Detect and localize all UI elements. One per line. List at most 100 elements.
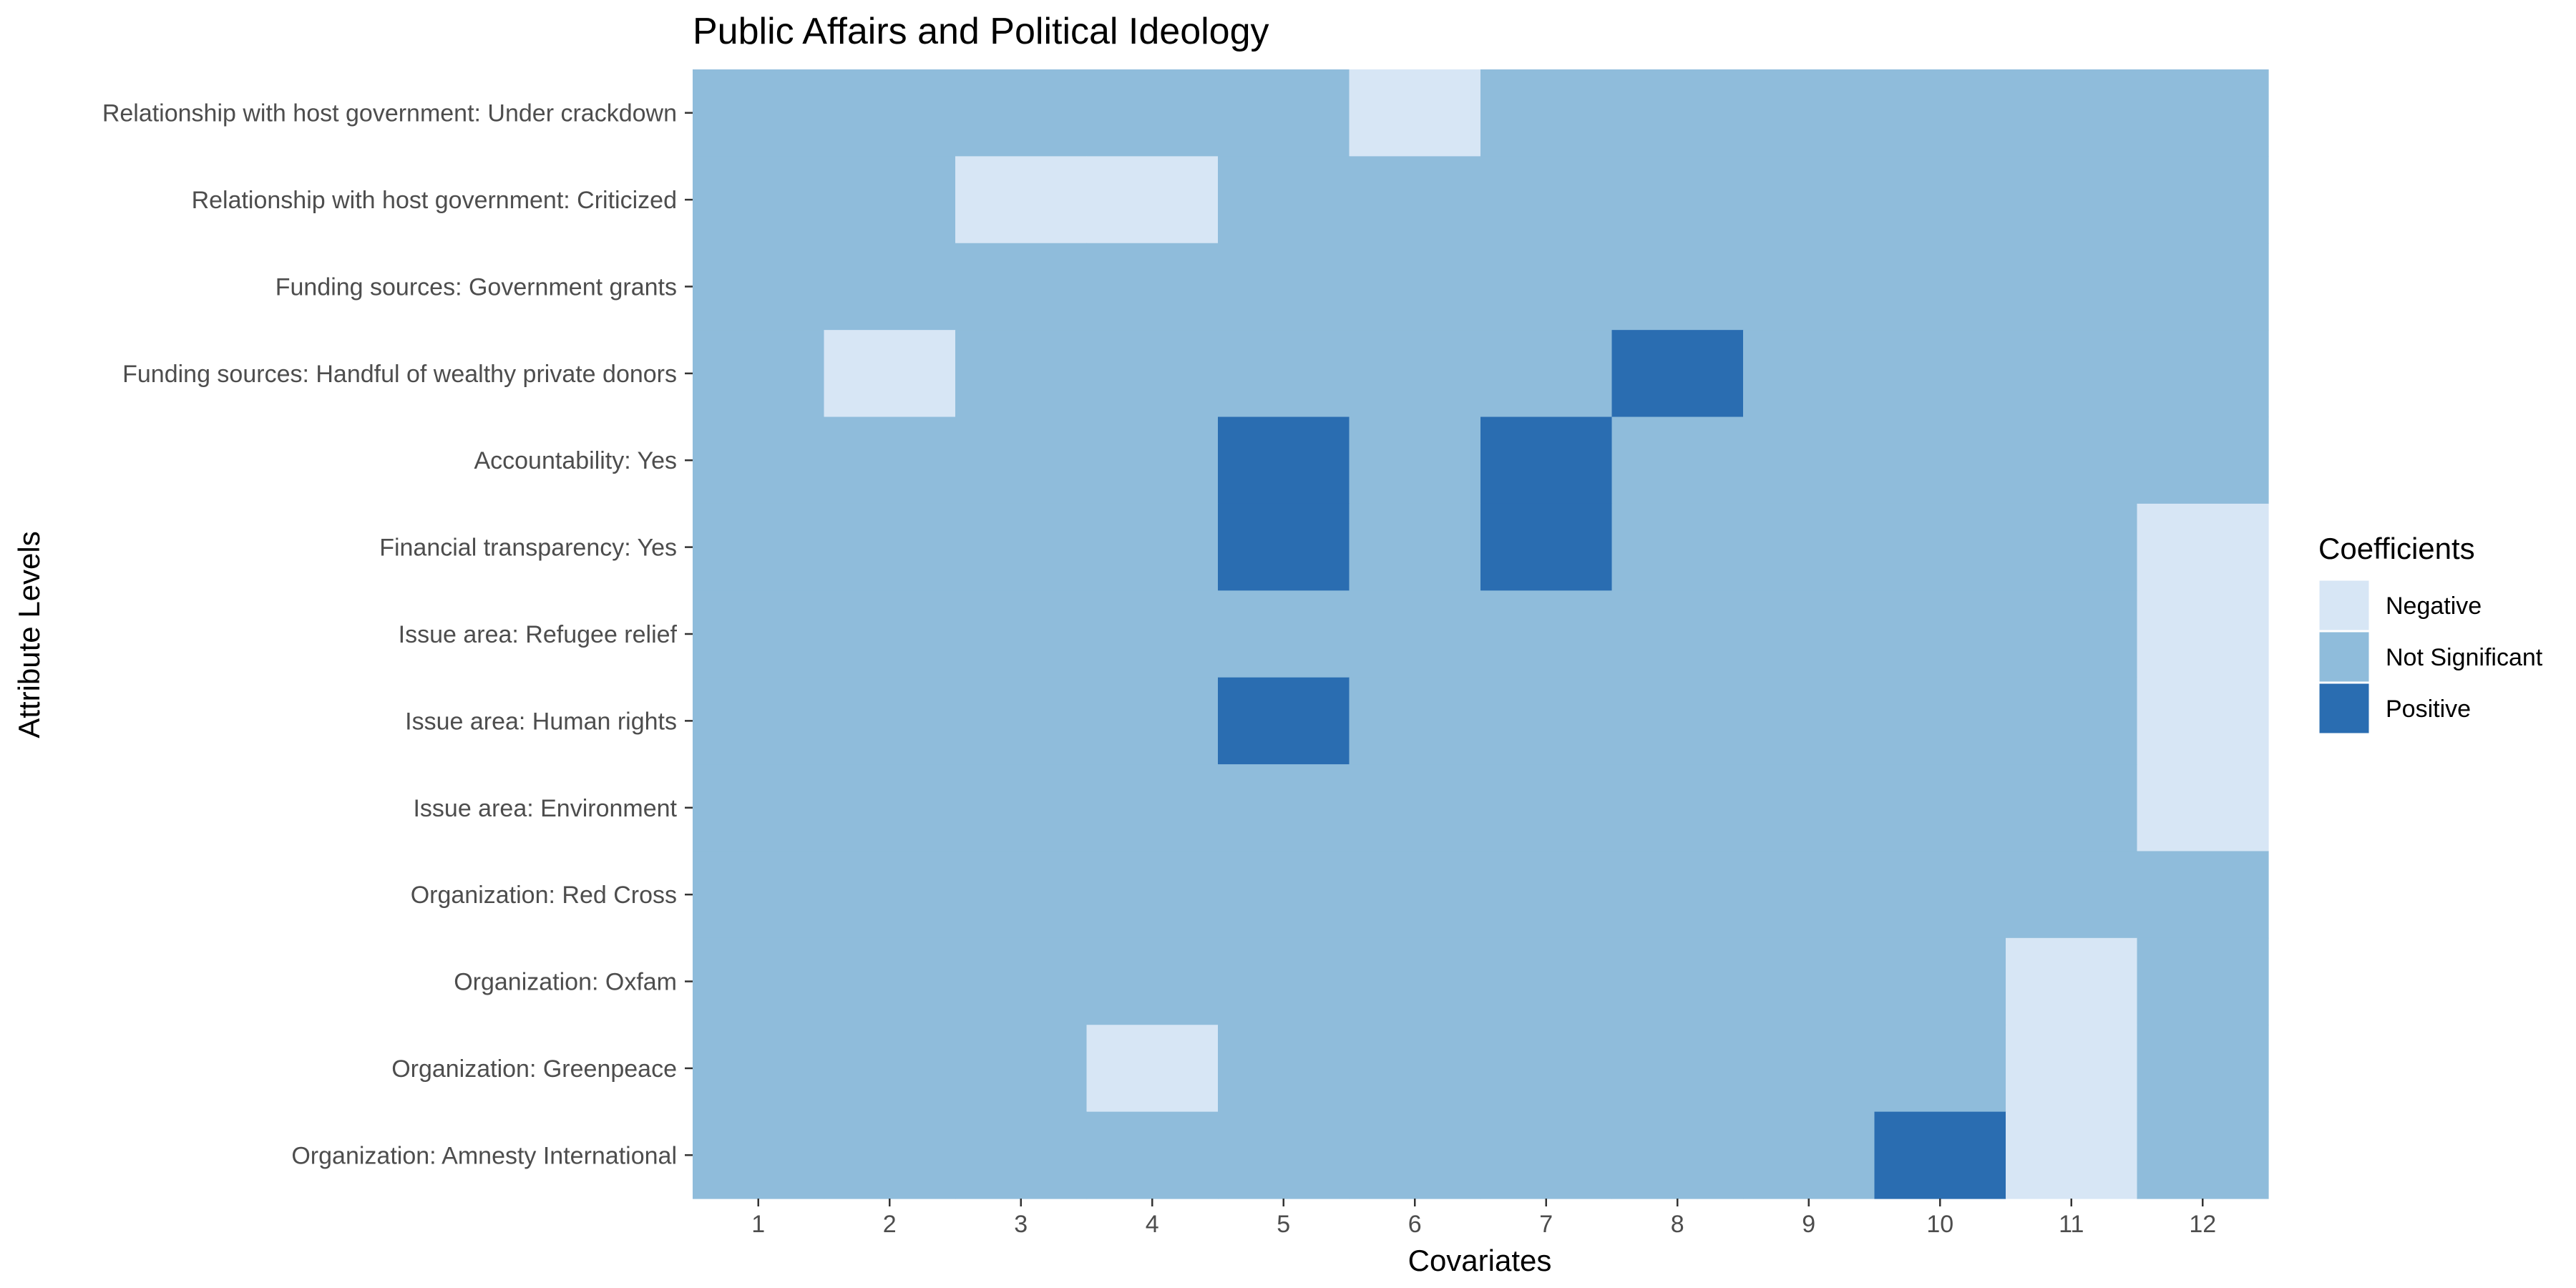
heatmap-cell: [1218, 937, 1350, 1025]
heatmap-cell: [1086, 677, 1219, 765]
heatmap-cell: [2137, 156, 2269, 244]
heatmap-cell: [2137, 1111, 2269, 1199]
heatmap-cell: [2006, 330, 2138, 418]
heatmap-cell: [2006, 69, 2138, 157]
heatmap-cell: [1611, 764, 1744, 852]
legend-label: Positive: [2386, 696, 2471, 723]
heatmap-cell: [1874, 851, 2006, 939]
heatmap-cell: [955, 243, 1088, 331]
heatmap-cell: [1218, 69, 1350, 157]
y-tick-label: Funding sources: Handful of wealthy priv…: [122, 361, 677, 388]
heatmap-cell: [1611, 156, 1744, 244]
heatmap-cell: [1349, 503, 1481, 591]
x-tick-label: 7: [1539, 1211, 1553, 1238]
heatmap-cell: [693, 243, 825, 331]
x-tick-label: 1: [751, 1211, 765, 1238]
x-tick-label: 11: [2059, 1211, 2084, 1238]
heatmap-cell: [1086, 243, 1219, 331]
heatmap-cell: [1086, 416, 1219, 504]
heatmap-cell: [1086, 503, 1219, 591]
heatmap-cell: [1349, 937, 1481, 1025]
heatmap-cell: [955, 937, 1088, 1025]
heatmap-cell: [2137, 851, 2269, 939]
heatmap-cell: [824, 416, 956, 504]
y-tick-label: Organization: Greenpeace: [391, 1055, 677, 1083]
heatmap-cell: [1874, 69, 2006, 157]
heatmap-cell: [2137, 69, 2269, 157]
heatmap-cell: [1611, 69, 1744, 157]
heatmap-cell: [693, 156, 825, 244]
heatmap-cell: [1874, 937, 2006, 1025]
heatmap-cell: [693, 937, 825, 1025]
y-tick-label: Issue area: Refugee relief: [399, 621, 678, 648]
heatmap-cell: [2137, 1025, 2269, 1113]
heatmap-cell: [955, 677, 1088, 765]
heatmap-cell: [1480, 243, 1613, 331]
heatmap-cell: [693, 851, 825, 939]
legend-key: [2317, 681, 2371, 736]
heatmap-cell: [955, 590, 1088, 678]
heatmap-cell: [1086, 851, 1219, 939]
heatmap-cell: [1349, 590, 1481, 678]
heatmap-cell: [1349, 677, 1481, 765]
heatmap-cell: [2137, 330, 2269, 418]
heatmap-cell: [1218, 416, 1350, 504]
heatmap-cell: [1611, 330, 1744, 418]
y-tick-label: Accountability: Yes: [474, 447, 677, 474]
x-tick-label: 5: [1277, 1211, 1290, 1238]
heatmap-cell: [824, 69, 956, 157]
heatmap-cell: [1480, 677, 1613, 765]
heatmap-cell: [1611, 1025, 1744, 1113]
heatmap-cell: [1743, 1111, 1875, 1199]
heatmap-cell: [1349, 330, 1481, 418]
heatmap-cell: [1218, 503, 1350, 591]
heatmap-cell: [1874, 1111, 2006, 1199]
y-tick-label: Funding sources: Government grants: [275, 273, 677, 301]
heatmap-cell: [1480, 156, 1613, 244]
heatmap-cell: [1874, 1025, 2006, 1113]
heatmap-cell: [2006, 416, 2138, 504]
heatmap-cell: [2137, 764, 2269, 852]
heatmap-cell: [2137, 243, 2269, 331]
heatmap-cell: [1611, 1111, 1744, 1199]
heatmap-cell: [1480, 1025, 1613, 1113]
heatmap-cell: [1874, 503, 2006, 591]
heatmap-cell: [2006, 590, 2138, 678]
heatmap-cell: [1218, 1025, 1350, 1113]
heatmap-cell: [1743, 851, 1875, 939]
legend-title: Coefficients: [2318, 532, 2475, 565]
heatmap-cell: [1086, 764, 1219, 852]
heatmap-cell: [1480, 937, 1613, 1025]
heatmap-cell: [693, 590, 825, 678]
heatmap-cell: [1743, 590, 1875, 678]
heatmap-cell: [1480, 416, 1613, 504]
heatmap-cell: [693, 677, 825, 765]
heatmap-cell: [1086, 330, 1219, 418]
heatmap-cell: [1086, 69, 1219, 157]
legend: Coefficients Negative Not Significant Posi…: [2317, 532, 2543, 736]
y-axis: Relationship with host government: Under…: [102, 100, 693, 1169]
chart-title: Public Affairs and Political Ideology: [693, 11, 1269, 52]
y-tick-label: Issue area: Environment: [413, 795, 677, 822]
heatmap-cell: [1349, 851, 1481, 939]
heatmap-cell: [693, 503, 825, 591]
heatmap-cell: [1611, 416, 1744, 504]
heatmap-cell: [824, 1111, 956, 1199]
heatmap-cell: [1743, 677, 1875, 765]
heatmap-cell: [2137, 937, 2269, 1025]
heatmap-cell: [1743, 1025, 1875, 1113]
x-tick-label: 10: [1926, 1211, 1953, 1238]
heatmap-cell: [2006, 1111, 2138, 1199]
heatmap-cell: [1480, 764, 1613, 852]
y-tick-label: Relationship with host government: Criti…: [192, 187, 677, 214]
heatmap-cell: [1218, 764, 1350, 852]
heatmap-cell: [1611, 937, 1744, 1025]
y-tick-label: Organization: Amnesty International: [291, 1142, 677, 1169]
heatmap-cell: [955, 1111, 1088, 1199]
heatmap-cell: [1743, 764, 1875, 852]
heatmap-cell: [2137, 677, 2269, 765]
heatmap-cell: [1480, 1111, 1613, 1199]
heatmap-cell: [1086, 1111, 1219, 1199]
heatmap-cell: [1349, 416, 1481, 504]
x-tick-label: 9: [1802, 1211, 1815, 1238]
